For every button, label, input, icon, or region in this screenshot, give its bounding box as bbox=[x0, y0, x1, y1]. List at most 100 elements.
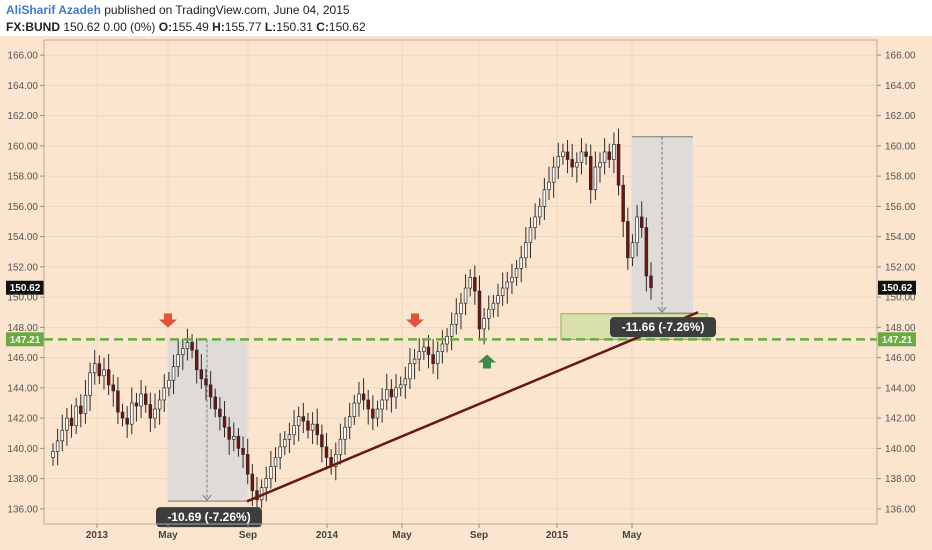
symbol-label: FX:BUND bbox=[6, 20, 60, 34]
candle-body bbox=[542, 189, 547, 207]
candle-body bbox=[232, 435, 236, 440]
candle-body bbox=[584, 151, 588, 157]
candle-body bbox=[538, 206, 542, 218]
x-tick-label: Sep bbox=[239, 530, 257, 541]
candle-body bbox=[194, 349, 199, 371]
candle-body bbox=[561, 151, 565, 157]
candle-body bbox=[408, 363, 412, 380]
y-tick-label-right: 158.00 bbox=[885, 172, 916, 183]
candle-body bbox=[236, 435, 241, 449]
y-tick-label-left: 156.00 bbox=[7, 202, 38, 213]
last-price-tag-left: 150.62 bbox=[10, 283, 41, 294]
candle-body bbox=[496, 295, 500, 304]
candle-body bbox=[143, 393, 148, 405]
candle-body bbox=[283, 438, 287, 448]
candle-body bbox=[426, 346, 431, 355]
candle-body bbox=[445, 336, 449, 345]
candle-body bbox=[120, 411, 125, 419]
candle-body bbox=[616, 144, 621, 186]
trendline bbox=[246, 311, 699, 503]
x-tick-label: Sep bbox=[470, 530, 488, 541]
x-tick-label: May bbox=[622, 530, 642, 541]
candle-body bbox=[65, 417, 69, 431]
candle-body bbox=[412, 358, 417, 365]
candle-body bbox=[241, 448, 245, 455]
candle-body bbox=[292, 425, 296, 436]
candle-body bbox=[612, 144, 616, 160]
candle-body bbox=[250, 473, 255, 492]
candle-body bbox=[510, 277, 514, 283]
candle-body bbox=[463, 287, 468, 304]
candle-body bbox=[602, 151, 607, 163]
candle-body bbox=[116, 390, 120, 413]
candle-body bbox=[417, 351, 421, 360]
candle-body bbox=[644, 227, 649, 277]
candle-body bbox=[361, 393, 366, 401]
price-chart[interactable]: -10.69 (-7.26%) -11.66 (-7.26%) 150.62 150.… bbox=[0, 36, 932, 550]
candle-body bbox=[398, 384, 403, 389]
candle-body bbox=[459, 302, 463, 315]
candle-body bbox=[213, 396, 217, 410]
last-price: 150.62 bbox=[63, 20, 101, 34]
candle-body bbox=[588, 156, 593, 191]
candle-body bbox=[500, 287, 505, 296]
candle-body bbox=[310, 423, 315, 431]
low-label: L: bbox=[264, 20, 277, 34]
candle-body bbox=[431, 354, 435, 365]
y-tick-label-right: 148.00 bbox=[885, 323, 916, 334]
candle-body bbox=[157, 399, 162, 410]
candle-body bbox=[454, 313, 459, 325]
y-tick-label-left: 166.00 bbox=[7, 51, 38, 62]
x-tick-label: May bbox=[392, 530, 412, 541]
y-tick-label-left: 154.00 bbox=[7, 232, 38, 243]
y-tick-label-left: 150.00 bbox=[7, 293, 38, 304]
candle-body bbox=[385, 389, 389, 401]
candle-body bbox=[106, 369, 111, 386]
candle-body bbox=[148, 404, 153, 419]
candle-body bbox=[352, 402, 357, 417]
high-value: 155.77 bbox=[224, 20, 262, 34]
y-tick-label-left: 136.00 bbox=[7, 504, 38, 515]
y-tick-label-right: 142.00 bbox=[885, 414, 916, 425]
candle-body bbox=[111, 384, 116, 392]
axes: 136.00 136.00 138.00 138.00 140.00 140.00 142.… bbox=[7, 39, 916, 541]
candle-body bbox=[245, 454, 250, 475]
candle-body bbox=[83, 395, 88, 414]
candle-body bbox=[338, 438, 343, 455]
y-tick-label-right: 154.00 bbox=[885, 232, 916, 243]
candle-body bbox=[60, 429, 65, 442]
candle-body bbox=[324, 446, 329, 458]
measure-label-2013: -10.69 (-7.26%) bbox=[167, 510, 250, 524]
high-label: H: bbox=[212, 20, 225, 34]
candle-body bbox=[357, 393, 361, 404]
candle-body bbox=[621, 184, 625, 222]
y-tick-label-left: 144.00 bbox=[7, 383, 38, 394]
measure-label-2015: -11.66 (-7.26%) bbox=[622, 320, 705, 334]
candle-body bbox=[130, 402, 134, 425]
candle-body bbox=[167, 379, 171, 389]
open-value: 155.49 bbox=[172, 20, 209, 34]
candle-body bbox=[394, 387, 398, 398]
candles bbox=[51, 128, 653, 512]
candle-body bbox=[514, 268, 519, 278]
y-tick-label-right: 138.00 bbox=[885, 474, 916, 485]
y-tick-label-right: 136.00 bbox=[885, 504, 916, 515]
candle-body bbox=[296, 416, 301, 427]
candle-body bbox=[306, 420, 310, 431]
candle-body bbox=[403, 378, 408, 386]
candle-body bbox=[579, 151, 584, 163]
candle-body bbox=[79, 405, 83, 414]
level-tag-right: 147.21 bbox=[882, 335, 913, 346]
candle-body bbox=[524, 242, 528, 259]
author-link[interactable]: AliSharif Azadeh bbox=[6, 3, 101, 17]
candle-body bbox=[380, 399, 384, 410]
candle-body bbox=[204, 378, 208, 386]
candle-body bbox=[153, 408, 157, 419]
annotations-front: -10.69 (-7.26%) -11.66 (-7.26%) 150.62 150.… bbox=[6, 280, 916, 528]
candle-body bbox=[301, 416, 306, 422]
candle-body bbox=[547, 181, 551, 191]
candle-body bbox=[88, 372, 92, 396]
candle-body bbox=[519, 257, 523, 269]
buy-arrow-icon bbox=[478, 354, 496, 369]
measure-label-2015-bg bbox=[610, 317, 716, 338]
